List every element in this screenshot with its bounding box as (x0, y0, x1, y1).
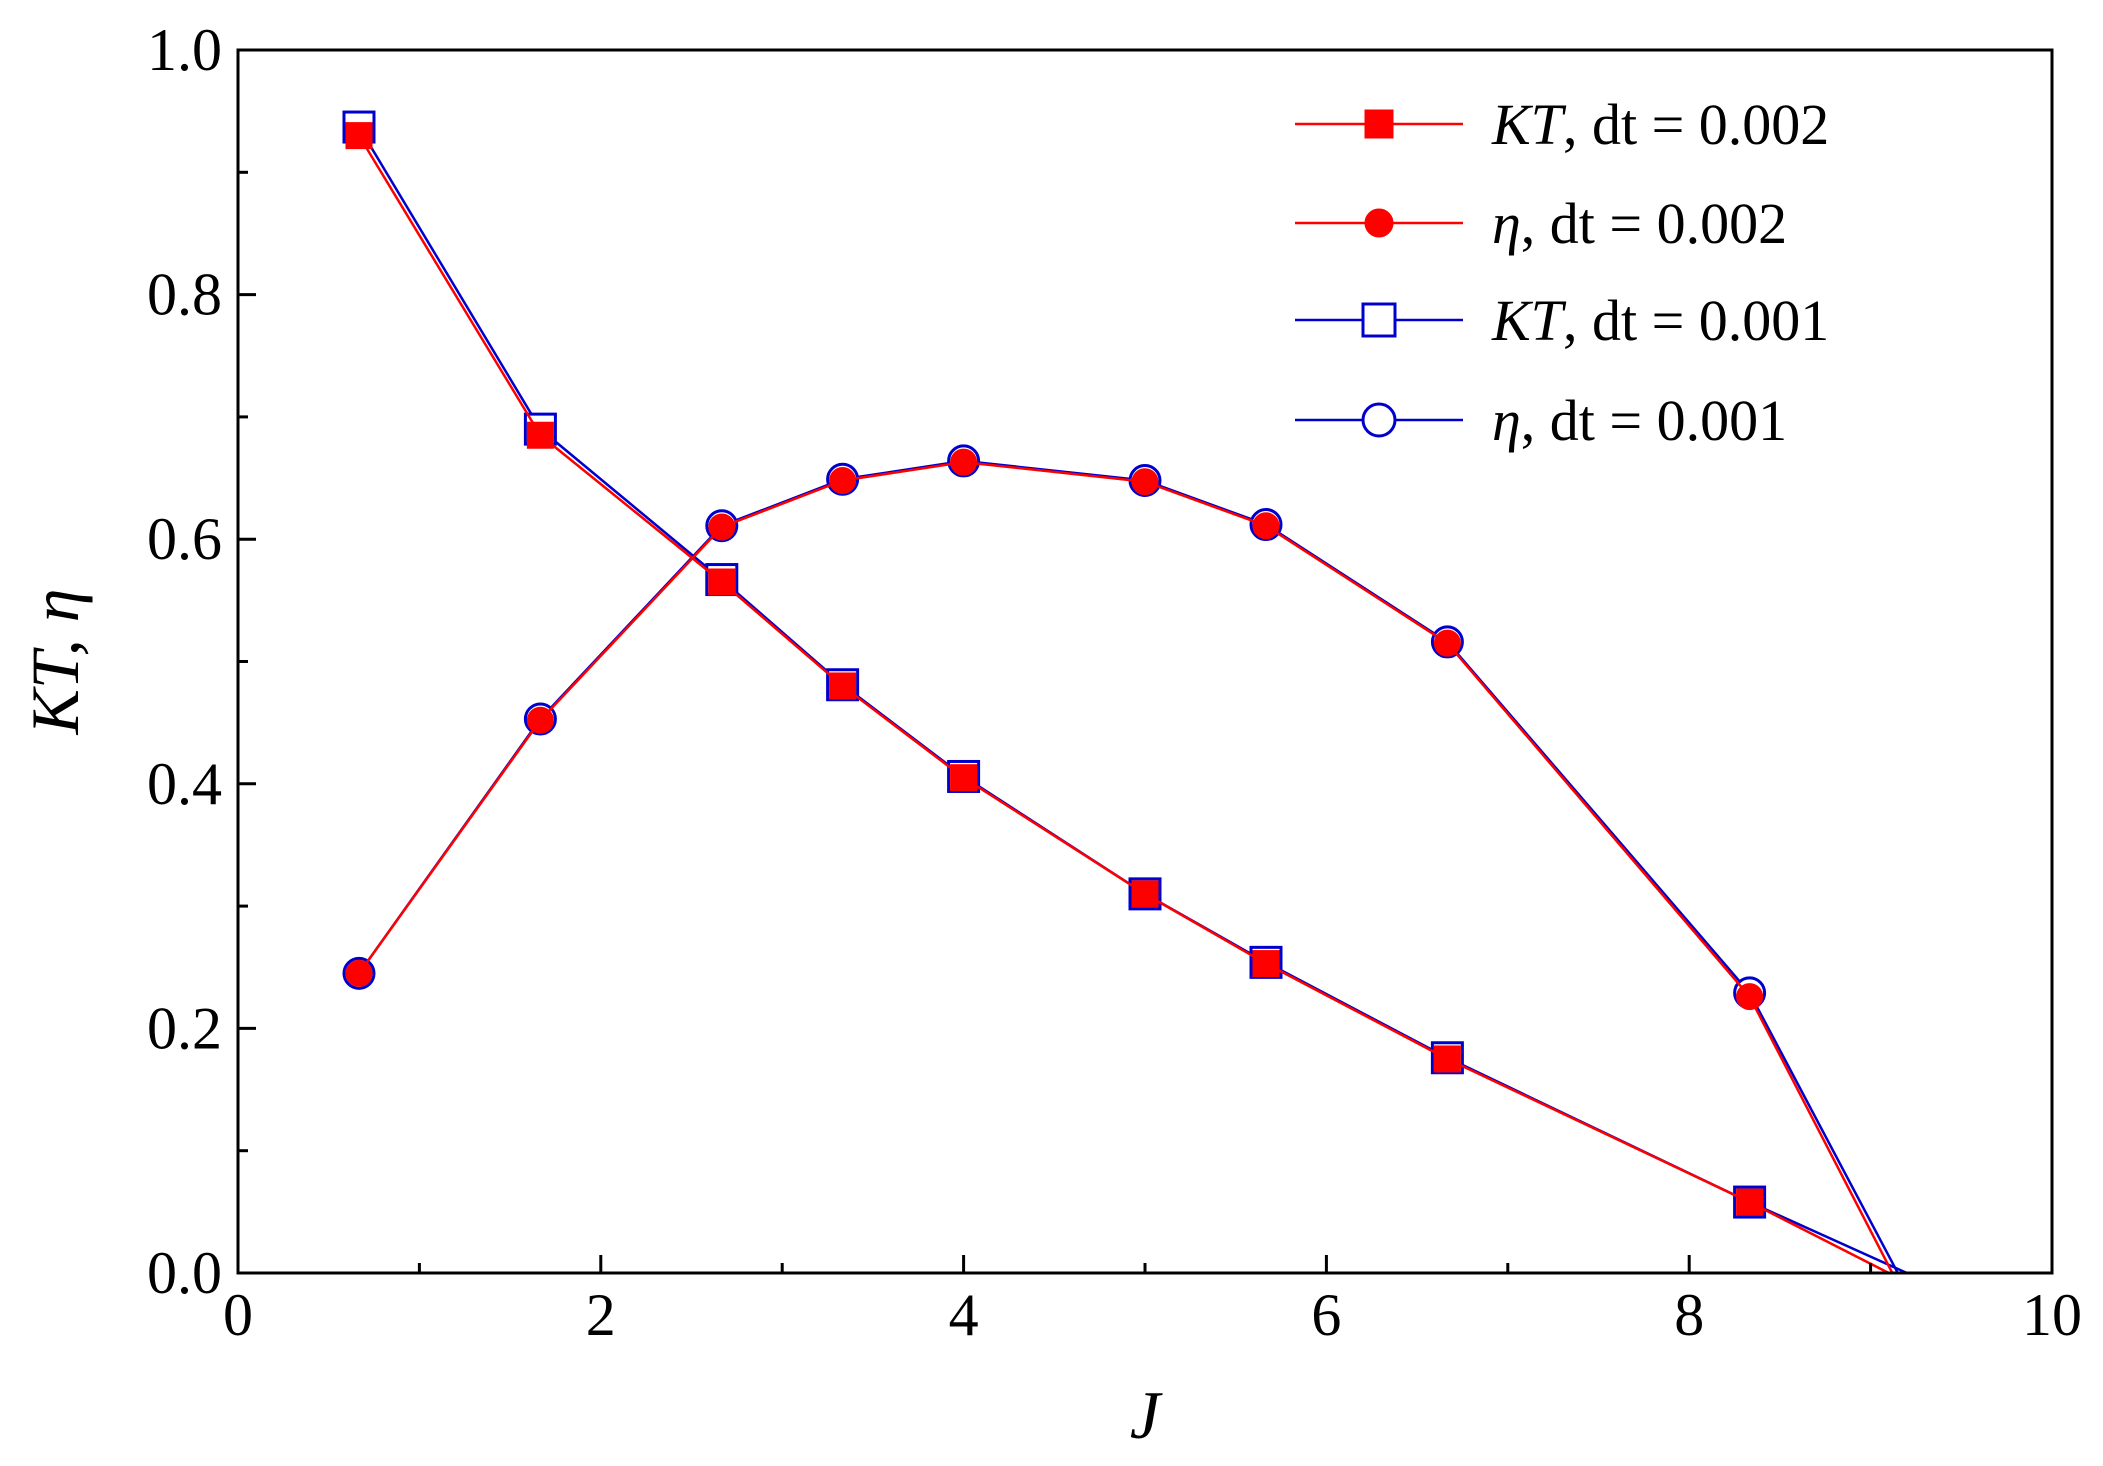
x-tick-label: 8 (1674, 1282, 1704, 1348)
x-tick-label: 10 (2022, 1282, 2082, 1348)
data-point-square (950, 764, 978, 792)
data-point-square (708, 568, 736, 596)
legend-label: η, dt = 0.002 (1492, 191, 1787, 256)
data-point-square (829, 672, 857, 700)
series-2 (342, 110, 1908, 1275)
data-point-square (526, 421, 554, 449)
data-point-square (1736, 1188, 1764, 1216)
legend-entry: KT, dt = 0.002 (1295, 92, 1829, 157)
series-line (357, 134, 1890, 1275)
y-tick-label: 0.8 (147, 262, 222, 328)
data-point-circle (1433, 629, 1461, 657)
data-point-circle (1131, 468, 1159, 496)
data-point-square (1433, 1045, 1461, 1073)
legend-entry: KT, dt = 0.001 (1295, 288, 1829, 353)
data-point-circle (950, 448, 978, 476)
y-tick-label: 1.0 (147, 17, 222, 83)
legend-entry: η, dt = 0.002 (1295, 191, 1787, 256)
y-tick-label: 0.4 (147, 751, 222, 817)
data-point-circle (1736, 983, 1764, 1011)
series-3 (342, 444, 1899, 1274)
x-tick-label: 0 (223, 1282, 253, 1348)
y-tick-label: 0.6 (147, 506, 222, 572)
data-point-circle (526, 706, 554, 734)
legend-label: KT, dt = 0.001 (1491, 288, 1829, 353)
x-tick-label: 2 (586, 1282, 616, 1348)
series-line (357, 460, 1894, 1274)
data-point-square (1361, 302, 1397, 338)
x-tick-label: 6 (1311, 1282, 1341, 1348)
series-line (357, 459, 1899, 1274)
legend-label: η, dt = 0.001 (1492, 388, 1787, 453)
series-1 (345, 448, 1894, 1274)
data-point-square (345, 122, 373, 150)
series-layer (342, 110, 1908, 1275)
data-point-circle (708, 513, 736, 541)
data-point-square (1131, 880, 1159, 908)
x-tick-label: 4 (949, 1282, 979, 1348)
series-0 (345, 122, 1890, 1275)
data-point-circle (1252, 512, 1280, 540)
y-tick-label: 0.2 (147, 995, 222, 1061)
data-point-square (1252, 950, 1280, 978)
legend: KT, dt = 0.002 η, dt = 0.002 KT, dt = 0.00… (1295, 92, 1829, 453)
y-tick-label: 0.0 (147, 1240, 222, 1306)
data-point-circle (1364, 208, 1394, 238)
legend-entry: η, dt = 0.001 (1295, 388, 1787, 453)
x-axis-title: J (1130, 1377, 1163, 1453)
legend-label: KT, dt = 0.002 (1491, 92, 1829, 157)
data-point-circle (1361, 402, 1397, 438)
data-point-circle (345, 959, 373, 987)
data-point-circle (829, 466, 857, 494)
y-axis-title: KT, η (17, 589, 93, 736)
axes-layer: 0 2 4 6 8 10 0.0 0.2 0.4 0.6 0.8 1.0 (147, 17, 2082, 1348)
data-point-square (1364, 109, 1394, 139)
